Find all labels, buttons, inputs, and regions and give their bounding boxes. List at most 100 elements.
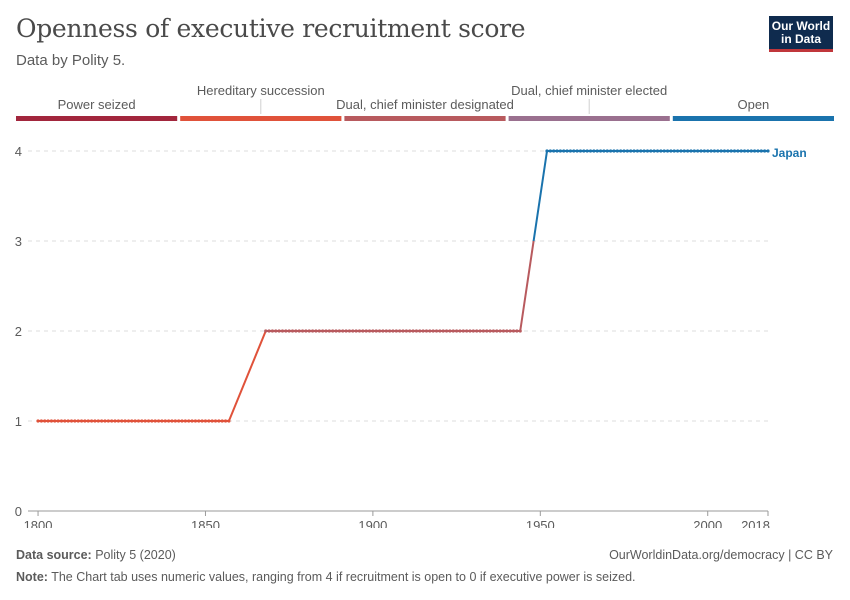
data-point-1895 <box>354 329 358 333</box>
data-point-1883 <box>314 329 318 333</box>
data-point-1852 <box>210 419 214 423</box>
data-point-1932 <box>478 329 482 333</box>
data-point-1954 <box>552 149 556 153</box>
data-point-1802 <box>43 419 47 423</box>
data-point-1980 <box>639 149 643 153</box>
series-segment-0-4 <box>532 150 548 242</box>
data-point-1828 <box>130 419 134 423</box>
data-point-1826 <box>123 419 127 423</box>
legend-label-1: Hereditary succession <box>197 83 325 98</box>
y-tick-label-2: 2 <box>15 324 22 339</box>
data-point-1869 <box>267 329 271 333</box>
data-point-1880 <box>304 329 308 333</box>
data-point-1936 <box>491 329 496 333</box>
data-point-1830 <box>136 419 141 423</box>
owid-logo[interactable]: Our World in Data <box>769 16 833 52</box>
data-point-1909 <box>401 329 405 333</box>
data-point-1831 <box>140 419 144 423</box>
data-point-1914 <box>418 329 422 333</box>
data-point-1890 <box>337 329 342 333</box>
data-point-2018 <box>766 149 770 153</box>
data-point-1995 <box>689 149 693 153</box>
data-point-1940 <box>505 329 509 333</box>
credit-link[interactable]: OurWorldinData.org/democracy | CC BY <box>609 548 833 562</box>
logo-line-2: in Data <box>780 32 821 46</box>
data-point-1900 <box>371 329 375 333</box>
data-point-1925 <box>454 329 459 333</box>
data-point-1870 <box>270 329 275 333</box>
data-point-1919 <box>434 329 439 333</box>
data-point-1996 <box>692 149 696 153</box>
data-point-1839 <box>167 419 171 423</box>
data-point-1930 <box>471 329 475 333</box>
data-point-1981 <box>642 149 646 153</box>
x-tick-label-1900: 1900 <box>358 518 387 528</box>
data-point-2005 <box>722 149 727 153</box>
data-point-1816 <box>90 419 94 423</box>
data-point-1825 <box>120 419 124 423</box>
data-point-1840 <box>170 419 174 423</box>
data-point-1837 <box>160 419 164 423</box>
data-point-1888 <box>331 329 335 333</box>
data-point-1983 <box>649 149 653 153</box>
data-point-1912 <box>411 329 415 333</box>
data-point-1906 <box>391 329 395 333</box>
data-point-1832 <box>143 419 147 423</box>
data-point-1851 <box>207 419 211 423</box>
x-tick-label-1950: 1950 <box>526 518 555 528</box>
data-point-1992 <box>679 149 683 153</box>
data-point-1872 <box>277 329 281 333</box>
data-point-1921 <box>441 329 445 333</box>
data-point-2012 <box>746 149 750 153</box>
note-label: Note: <box>16 570 48 584</box>
data-point-1926 <box>458 329 462 333</box>
data-point-1841 <box>173 419 177 423</box>
data-point-1907 <box>394 329 398 333</box>
data-point-1957 <box>562 149 566 153</box>
data-point-1955 <box>555 149 559 153</box>
data-point-1964 <box>585 149 589 153</box>
data-point-1886 <box>324 329 328 333</box>
data-point-1854 <box>217 419 221 423</box>
data-point-1833 <box>146 419 151 423</box>
data-point-1873 <box>280 329 285 333</box>
data-point-1843 <box>180 419 184 423</box>
data-point-1928 <box>465 329 469 333</box>
data-point-1882 <box>311 329 315 333</box>
data-point-1943 <box>515 329 519 333</box>
source-value[interactable]: Polity 5 (2020) <box>95 548 176 562</box>
legend-label-4: Open <box>737 97 769 112</box>
data-point-1961 <box>575 149 579 153</box>
logo-line-1: Our World <box>771 19 831 33</box>
data-point-1845 <box>187 419 191 423</box>
data-point-1970 <box>605 149 609 153</box>
data-point-1875 <box>287 329 291 333</box>
data-point-1868 <box>264 329 268 333</box>
data-point-1820 <box>103 419 107 423</box>
data-point-1878 <box>297 329 301 333</box>
data-point-1805 <box>53 419 57 423</box>
data-point-1904 <box>384 329 388 333</box>
data-point-1963 <box>582 149 586 153</box>
data-point-2002 <box>712 149 717 153</box>
data-point-1933 <box>481 329 485 333</box>
data-point-1941 <box>508 329 512 333</box>
data-point-1855 <box>220 419 224 423</box>
data-point-1889 <box>334 329 338 333</box>
y-tick-label-4: 4 <box>15 144 22 159</box>
chart-note: Note: The Chart tab uses numeric values,… <box>16 570 636 584</box>
legend-swatch-4 <box>672 116 834 121</box>
data-point-1879 <box>300 329 305 333</box>
data-point-1815 <box>86 419 90 423</box>
data-point-1903 <box>381 329 385 333</box>
y-tick-label-3: 3 <box>15 234 22 249</box>
data-point-1853 <box>213 419 218 423</box>
legend-swatch-3 <box>508 116 670 121</box>
x-tick-label-2000: 2000 <box>693 518 722 528</box>
data-point-1871 <box>274 329 278 333</box>
data-point-2013 <box>749 149 753 153</box>
data-point-1910 <box>404 329 408 333</box>
data-point-1810 <box>69 419 74 423</box>
data-point-1988 <box>665 149 670 153</box>
series-label-0: Japan <box>772 146 807 160</box>
